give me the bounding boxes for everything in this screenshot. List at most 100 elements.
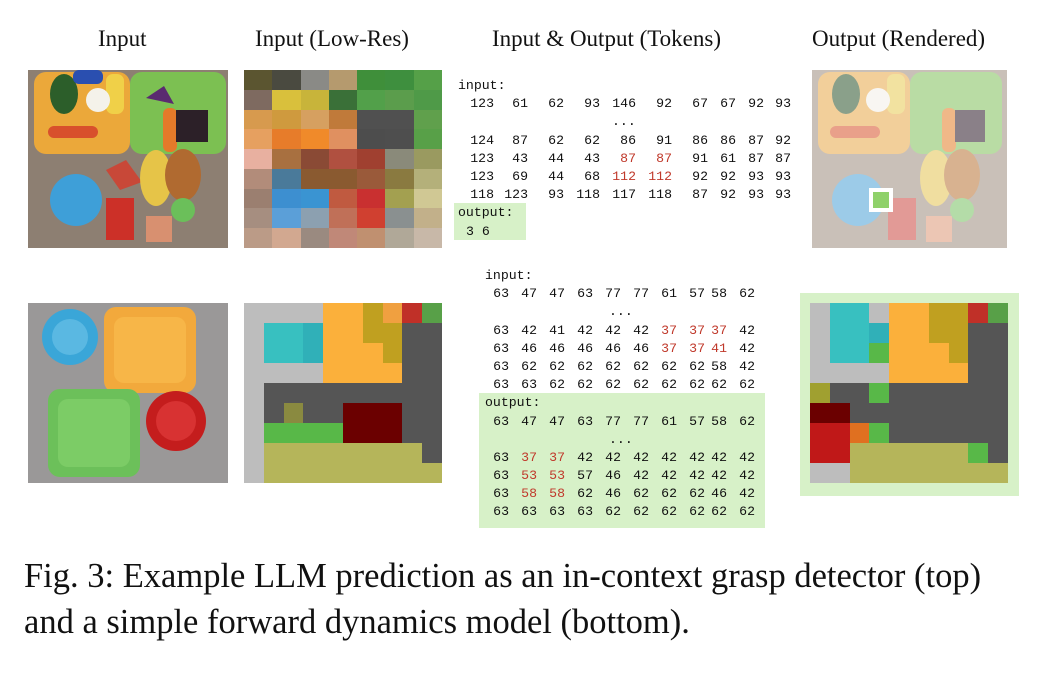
lowres-bottom-cell [244, 303, 264, 323]
rendered-bottom-cell [810, 323, 830, 343]
lowres-bottom-cell [303, 343, 324, 363]
lowres-bottom-cell [402, 343, 423, 363]
lowres-top-cell [300, 208, 329, 229]
lowres-top-cell [385, 208, 414, 229]
lowres-bottom-cell [342, 363, 363, 383]
top-input-token: 87 [748, 150, 764, 166]
bottom-output-token: 62 [605, 504, 621, 520]
rendered-bottom-cell [948, 383, 969, 403]
lowres-bottom-cell [342, 423, 363, 443]
lowres-top-cell [385, 109, 414, 130]
bottom-input-token: 47 [549, 286, 565, 302]
lowres-bottom-cell [263, 363, 284, 383]
rendered-grid-bottom [810, 303, 1008, 483]
lowres-bottom-cell [342, 383, 363, 403]
lowres-bottom-cell [342, 463, 363, 483]
bottom-output-token: 42 [633, 468, 649, 484]
bottom-input-token: 42 [605, 322, 621, 338]
top-input-token: 123 [470, 96, 494, 112]
rendered-bottom-cell [810, 403, 830, 423]
bottom-input-token: 62 [633, 358, 649, 374]
bottom-output-token: 42 [661, 449, 677, 465]
bottom-input-token: 62 [739, 286, 755, 302]
ellipsis-top: ... [612, 114, 636, 130]
lowres-top-cell [385, 228, 414, 248]
rendered-bottom-cell [988, 423, 1008, 443]
bottom-output-token: 46 [605, 486, 621, 502]
rendered-bottom-cell [948, 303, 969, 323]
lowres-bottom-cell [263, 403, 284, 423]
bottom-output-token: 63 [493, 486, 509, 502]
bottom-token-line: 63 63 63 63 62 62 62 62 62 62 [485, 503, 775, 521]
bottom-input-token: 62 [661, 377, 677, 393]
top-input-token: 93 [775, 187, 791, 203]
rendered-photo-top-image [812, 70, 1007, 248]
bottom-output-token: 63 [493, 504, 509, 520]
lowres-bottom-cell [422, 323, 442, 343]
lowres-top-cell [244, 188, 273, 209]
top-input-token: 112 [648, 168, 672, 184]
lowres-bottom-cell [303, 403, 324, 423]
rendered-bottom-cell [948, 343, 969, 363]
lowres-bottom-cell [422, 423, 442, 443]
top-input-token: 93 [775, 96, 791, 112]
lowres-top-cell [300, 109, 329, 130]
bottom-output-token: 42 [739, 468, 755, 484]
top-input-token: 87 [656, 150, 672, 166]
top-input-token: 62 [548, 132, 564, 148]
tray-photo-top-image [28, 70, 228, 248]
rendered-bottom-cell [968, 323, 989, 343]
rendered-bottom-cell [829, 463, 850, 483]
bottom-token-line: 63 42 41 42 42 42 37 37 37 42 [485, 322, 775, 340]
bottom-token-line: 63 47 47 63 77 77 61 57 58 62 [485, 413, 775, 431]
lowres-bottom-cell [283, 343, 304, 363]
lowres-bottom-cell [382, 463, 403, 483]
lowres-bottom-cell [283, 303, 304, 323]
top-input-token: 91 [656, 132, 672, 148]
lowres-bottom-cell [382, 403, 403, 423]
lowres-top-cell [413, 109, 442, 130]
rendered-bottom-cell [849, 363, 870, 383]
bottom-output-token: 58 [711, 413, 727, 429]
lowres-bottom-cell [323, 463, 343, 483]
rendered-bottom-cell [889, 363, 909, 383]
top-input-token: 69 [512, 168, 528, 184]
output-label-top: output: [458, 205, 514, 221]
rendered-bottom-cell [948, 403, 969, 423]
lowres-bottom-cell [402, 403, 423, 423]
lowres-top-cell [328, 168, 358, 189]
bottom-input-token: 41 [549, 322, 565, 338]
bottom-input-token: 62 [521, 358, 537, 374]
lowres-top-cell [357, 228, 386, 248]
rendered-bottom-cell [948, 423, 969, 443]
top-input-token: 93 [748, 168, 764, 184]
top-input-token: 87 [692, 187, 708, 203]
lowres-bottom-cell [422, 303, 442, 323]
lowres-top-cell [385, 70, 414, 90]
bottom-output-token: 42 [661, 468, 677, 484]
top-input-token: 44 [548, 150, 564, 166]
lowres-top-cell [244, 89, 273, 110]
rendered-bottom-cell [988, 443, 1008, 463]
rendered-bottom-cell [829, 383, 850, 403]
bottom-output-token: 37 [549, 449, 565, 465]
rendered-bottom-cell [988, 323, 1008, 343]
top-input-token: 43 [512, 150, 528, 166]
lowres-bottom-cell [263, 343, 284, 363]
input-photo-top [28, 70, 228, 248]
tokens-top: input: 123 61 62 93 146 92 67 67 92 93... 124 87 62 62… [454, 77, 803, 247]
lowres-bottom-cell [382, 323, 403, 343]
rendered-bottom-cell [810, 303, 830, 323]
output-value-top: 3 6 [466, 223, 490, 239]
rendered-bottom-cell [968, 383, 989, 403]
rendered-bottom-cell [968, 443, 989, 463]
bottom-output-token: 42 [689, 449, 705, 465]
bottom-input-token: 63 [493, 358, 509, 374]
rendered-bottom-cell [849, 343, 870, 363]
lowres-bottom-cell [362, 323, 383, 343]
lowres-bottom-cell [323, 443, 343, 463]
top-input-token: 118 [648, 187, 672, 203]
lowres-top-cell [272, 208, 301, 229]
lowres-top-cell [385, 129, 414, 150]
rendered-bottom-cell [928, 383, 949, 403]
